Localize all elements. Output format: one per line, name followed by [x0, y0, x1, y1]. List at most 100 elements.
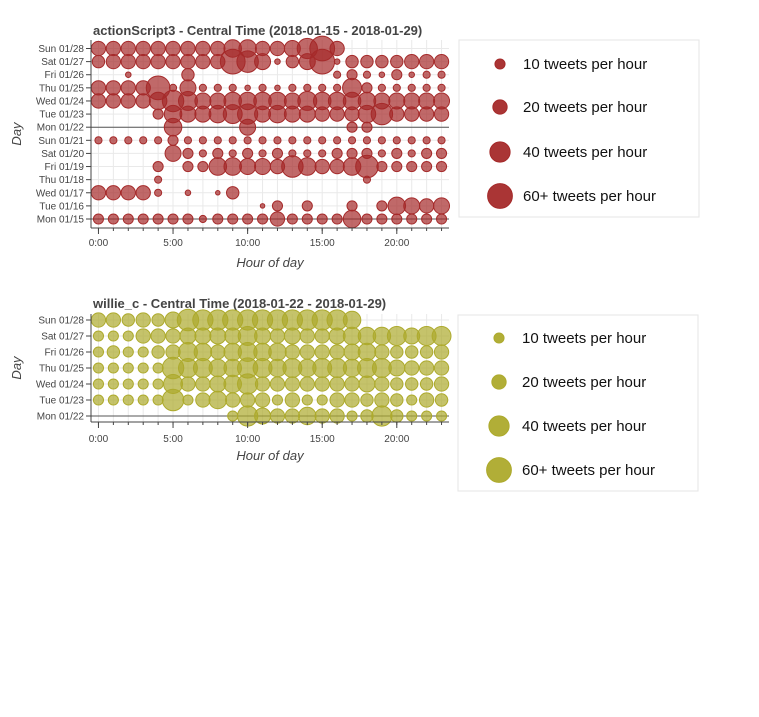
- bubble-Wed-01-24-h3: [135, 93, 151, 109]
- bubble-Tue-01-23-h14: [301, 394, 313, 406]
- bubble-Mon-01-15-h20: [391, 213, 403, 225]
- bubble-Tue-01-16-h20: [387, 196, 407, 216]
- bubble-Mon-01-15-h22: [421, 213, 433, 225]
- y-axis-label: Day: [9, 121, 24, 146]
- chart-1: actionScript3 - Central Time (2018-01-15…: [9, 23, 700, 270]
- legend-swatch: [493, 332, 505, 344]
- bubble-Fri-01-26-h8: [210, 344, 226, 360]
- bubble-Sat-01-27-h17: [345, 54, 359, 69]
- bubble-Fri-01-19-h20: [391, 160, 403, 173]
- legend-swatch: [488, 415, 510, 437]
- bubble-Mon-01-15-h14: [301, 213, 313, 225]
- bubble-Wed-01-24-h19: [374, 376, 390, 392]
- legend: 10 tweets per hour 20 tweets per hour 40 t…: [457, 314, 699, 492]
- bubble-Thu-01-25-h17: [342, 77, 363, 98]
- bubble-Sat-01-27-h22: [418, 53, 435, 70]
- bubble-Fri-01-26-h1: [106, 345, 121, 359]
- bubble-Fri-01-26-h12: [268, 342, 287, 362]
- bubble-Sun-01-21-h19: [377, 136, 386, 145]
- bubble-Sat-01-20-h10: [242, 147, 254, 159]
- y-tick-label: Mon 01/22: [37, 412, 85, 423]
- bubble-Wed-01-17-h1: [105, 185, 122, 201]
- bubble-Fri-01-26-h23: [437, 70, 446, 79]
- bubble-Sun-01-21-h6: [183, 136, 193, 145]
- y-tick-label: Tue 01/23: [39, 110, 84, 121]
- bubble-Tue-01-16-h21: [403, 197, 421, 215]
- bubble-Sat-01-20-h5: [164, 144, 182, 162]
- bubble-Sun-01-21-h14: [303, 136, 312, 145]
- bubble-Sun-01-21-h0: [94, 136, 103, 145]
- bubble-Tue-01-16-h22: [418, 198, 435, 214]
- bubble-Mon-01-22-h15: [314, 408, 330, 424]
- bubble-Mon-01-22-h23: [435, 410, 448, 422]
- bubble-Tue-01-23-h21: [406, 394, 418, 406]
- bubble-Sat-01-20-h7: [198, 149, 207, 158]
- bubble-Thu-01-25-h23: [437, 83, 446, 92]
- bubble-Fri-01-26-h16: [333, 70, 342, 79]
- bubble-Sat-01-27-h5: [165, 328, 181, 344]
- bubbles: [90, 35, 451, 229]
- x-tick-label: 10:00: [235, 238, 260, 249]
- bubble-Tue-01-16-h12: [271, 200, 284, 212]
- legend-swatch: [489, 141, 511, 163]
- bubble-Mon-01-15-h16: [331, 213, 343, 225]
- bubble-Tue-01-23-h11: [254, 392, 271, 408]
- x-tick-label: 0:00: [89, 238, 109, 249]
- bubble-Fri-01-19-h6: [182, 160, 194, 173]
- bubble-Fri-01-19-h19: [376, 160, 388, 173]
- bubble-Mon-01-22-h17: [346, 121, 358, 133]
- bubble-Fri-01-26-h18: [357, 342, 377, 362]
- legend-swatch: [491, 374, 507, 390]
- bubble-Wed-01-24-h12: [268, 91, 287, 111]
- bubble-Mon-01-15-h21: [406, 213, 418, 225]
- bubble-Wed-01-24-h22: [419, 377, 434, 391]
- bubble-Thu-01-25-h21: [404, 360, 420, 376]
- legend-label: 10 tweets per hour: [522, 330, 646, 347]
- bubble-Fri-01-26-h15: [314, 344, 330, 360]
- bubble-Mon-01-22-h20: [390, 409, 404, 423]
- bubble-Mon-01-15-h19: [376, 213, 388, 225]
- legend-label: 20 tweets per hour: [522, 374, 646, 391]
- bubble-Mon-01-15-h6: [182, 213, 194, 225]
- bubble-Sun-01-21-h21: [407, 136, 416, 145]
- legend: 10 tweets per hour 20 tweets per hour 40 t…: [458, 39, 700, 218]
- bubble-Tue-01-16-h23: [433, 197, 451, 215]
- bubble-Sat-01-27-h13: [285, 54, 300, 69]
- bubble-Fri-01-26-h21: [405, 345, 419, 359]
- bubble-Sat-01-27-h2: [120, 53, 136, 70]
- bubble-Wed-01-24-h17: [344, 376, 360, 392]
- bubble-Sun-01-28-h8: [210, 40, 226, 57]
- bubble-Wed-01-24-h8: [209, 375, 227, 393]
- bubble-Fri-01-26-h19: [374, 344, 390, 360]
- bubble-Fri-01-26-h2: [122, 346, 134, 358]
- bubble-Thu-01-25-h0: [90, 80, 107, 96]
- bubble-Sat-01-20-h6: [182, 147, 194, 159]
- bubble-Thu-01-25-h7: [198, 83, 207, 92]
- bubble-Sat-01-20-h16: [331, 147, 343, 159]
- bubble-Sat-01-27-h23: [431, 326, 452, 346]
- bubble-Sun-01-28-h17: [342, 310, 362, 330]
- y-tick-label: Sat 01/27: [41, 57, 84, 68]
- x-tick-label: 5:00: [163, 434, 183, 445]
- bubble-Sat-01-20-h18: [361, 147, 373, 159]
- bubble-Tue-01-23-h13: [284, 392, 301, 408]
- bubble-Sun-01-28-h1: [105, 312, 122, 328]
- bubble-Fri-01-19-h10: [239, 158, 257, 176]
- bubble-Wed-01-24-h3: [137, 378, 149, 390]
- bubble-Mon-01-22-h18: [361, 121, 373, 133]
- y-tick-label: Thu 01/18: [39, 175, 84, 186]
- bubble-Sat-01-27-h1: [107, 330, 119, 342]
- bubble-Wed-01-17-h6: [184, 189, 192, 197]
- bubble-Sat-01-20-h14: [303, 149, 312, 158]
- bubble-Mon-01-15-h12: [269, 211, 286, 227]
- bubble-Sun-01-21-h1: [109, 136, 118, 145]
- bubble-Mon-01-22-h16: [329, 408, 345, 424]
- bubble-Sat-01-20-h22: [421, 147, 433, 159]
- chart-2: willie_c - Central Time (2018-01-22 - 20…: [9, 296, 699, 492]
- bubble-Fri-01-19-h21: [406, 160, 418, 173]
- bubble-Sun-01-28-h0: [90, 40, 107, 57]
- bubble-Sun-01-21-h7: [198, 136, 207, 145]
- bubble-Fri-01-19-h22: [421, 160, 433, 173]
- bubble-Wed-01-24-h22: [418, 92, 436, 110]
- bubble-Sun-01-21-h12: [273, 136, 282, 145]
